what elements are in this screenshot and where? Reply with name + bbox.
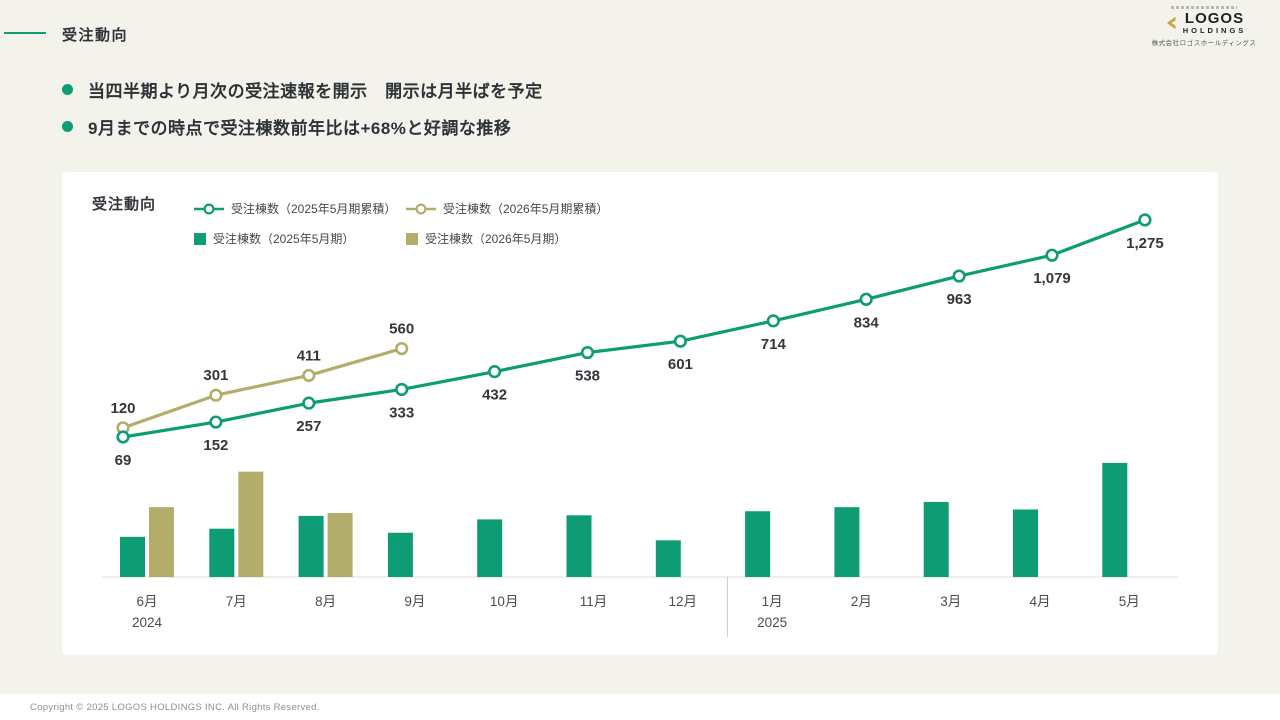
legend-label: 受注棟数（2026年5月期） (425, 232, 567, 246)
legend-label: 受注棟数（2025年5月期累積） (231, 202, 397, 216)
data-label: 432 (482, 387, 507, 404)
chart-title: 受注動向 (92, 196, 157, 213)
bullet-text: 9月までの時点で受注棟数前年比は+68%と好調な推移 (88, 119, 512, 138)
data-label: 333 (389, 404, 414, 421)
x-axis-label: 6月 (136, 594, 157, 609)
logos-holdings-logo: LOGOS HOLDINGS 株式会社ロゴスホールディングス (1144, 6, 1264, 47)
bar (209, 528, 235, 577)
data-label: 1,275 (1126, 235, 1164, 252)
line-point (395, 342, 409, 356)
page-title: 受注動向 (62, 27, 129, 44)
data-label: 601 (668, 356, 693, 373)
line-marker-icon (406, 202, 436, 215)
line-point (580, 345, 595, 360)
bar-swatch-icon (406, 232, 418, 245)
line-point (1138, 213, 1152, 227)
line-point (395, 382, 409, 397)
x-axis-label: 2月 (851, 594, 872, 609)
line-point (302, 368, 316, 383)
legend-label: 受注棟数（2026年5月期累積） (443, 202, 609, 216)
data-label: 257 (296, 418, 321, 435)
x-axis-label: 10月 (490, 594, 519, 609)
bullet-item: 当四半期より月次の受注速報を開示 開示は月半ばを予定 (62, 77, 543, 102)
line-point (766, 314, 780, 328)
x-axis-label: 11月 (580, 594, 608, 609)
data-label: 1,079 (1033, 270, 1071, 287)
data-label: 560 (389, 321, 414, 338)
bar (834, 507, 860, 577)
x-axis-label: 5月 (1119, 594, 1140, 609)
bar (655, 540, 681, 577)
data-label: 714 (761, 336, 787, 353)
bar (1102, 462, 1128, 577)
bar (298, 515, 324, 577)
legend-item-bar-2026: 受注棟数（2026年5月期） (406, 230, 608, 247)
data-label: 963 (947, 291, 972, 308)
bar (1013, 509, 1038, 577)
logo-subname: HOLDINGS (1182, 26, 1247, 35)
chart-legend: 受注棟数（2025年5月期累積） 受注棟数（2026年5月期累積） 受注棟数（2… (194, 200, 608, 247)
line-point (302, 396, 316, 410)
x-axis-label: 9月 (404, 594, 425, 609)
legend-label: 受注棟数（2025年5月期） (213, 232, 355, 246)
x-axis-label: 12月 (669, 594, 698, 609)
x-axis-label: 7月 (226, 594, 247, 609)
data-label: 834 (854, 314, 880, 331)
trend-line (121, 218, 1147, 439)
logo-chevron-icon (1166, 16, 1176, 30)
legend-item-bar-2025: 受注棟数（2025年5月期） (194, 230, 406, 247)
copyright-text: Copyright © 2025 LOGOS HOLDINGS INC. All… (30, 701, 320, 713)
trend-line (121, 347, 404, 430)
bar (149, 507, 174, 577)
x-axis-label: 1月 (762, 594, 783, 609)
line-point (209, 415, 223, 429)
x-axis-label: 3月 (940, 594, 961, 609)
logo-company-name: 株式会社ロゴスホールディングス (1151, 40, 1257, 47)
chart-card: 受注動向 受注棟数（2025年5月期累積） 受注棟数（2026年5月期累積） (62, 172, 1218, 655)
bar (923, 501, 949, 577)
line-point (488, 365, 502, 379)
line-point (209, 388, 223, 402)
data-label: 152 (203, 437, 228, 454)
logo-tagline-decoration (1171, 6, 1237, 9)
bar (387, 532, 413, 577)
x-axis-label: 8月 (315, 594, 336, 609)
x-axis-label: 4月 (1029, 594, 1050, 609)
data-label: 301 (203, 367, 228, 384)
bar-swatch-icon (194, 232, 206, 245)
line-point (116, 430, 130, 444)
footer: Copyright © 2025 LOGOS HOLDINGS INC. All… (0, 694, 1280, 720)
bar (566, 515, 592, 577)
bullet-dot-icon (62, 84, 73, 95)
legend-item-line-2026: 受注棟数（2026年5月期累積） (406, 200, 608, 217)
bullet-item: 9月までの時点で受注棟数前年比は+68%と好調な推移 (62, 114, 511, 139)
year-label: 2025 (757, 615, 787, 630)
bar (327, 512, 353, 577)
bullet-dot-icon (62, 121, 73, 132)
logo-name: LOGOS (1184, 10, 1245, 27)
data-label: 69 (115, 452, 132, 469)
line-point (1045, 248, 1059, 262)
bar (745, 511, 771, 577)
bar (477, 519, 503, 577)
data-label: 538 (575, 368, 600, 385)
line-point (952, 269, 966, 283)
bullet-text: 当四半期より月次の受注速報を開示 開示は月半ばを予定 (88, 82, 543, 101)
data-label: 120 (110, 400, 135, 417)
bar (238, 471, 264, 577)
bar (120, 536, 145, 577)
line-point (673, 334, 688, 348)
line-marker-icon (194, 202, 224, 215)
year-label: 2024 (132, 615, 163, 630)
orders-chart-svg: 120 301 411 560 69 152 257 333 432 538 601 714 834 96… (102, 213, 1178, 637)
data-label: 411 (297, 347, 321, 364)
line-point (859, 292, 873, 306)
legend-item-line-2025: 受注棟数（2025年5月期累積） (194, 200, 406, 217)
header-accent-line (4, 32, 46, 34)
